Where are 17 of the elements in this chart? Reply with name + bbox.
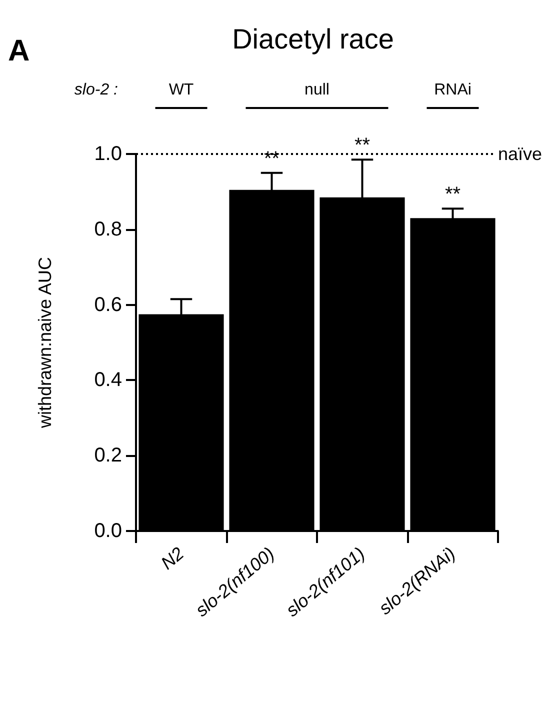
y-tick-label: 1.0 bbox=[94, 143, 122, 165]
y-tick-label: 0.2 bbox=[94, 444, 122, 467]
x-tick-label: N2 bbox=[157, 543, 188, 574]
ref-line-label: naïve bbox=[498, 144, 542, 164]
annotation: ** bbox=[444, 184, 461, 206]
text: A bbox=[8, 34, 30, 68]
y-tick-label: 0.8 bbox=[94, 218, 122, 240]
text: RNAi bbox=[434, 82, 472, 98]
y-axis-title: withdrawn:naive AUC bbox=[35, 256, 55, 430]
y-tick-label: 0.4 bbox=[94, 369, 122, 392]
text: slo-2 : bbox=[74, 82, 118, 98]
annotation: ** bbox=[354, 134, 370, 157]
y-tick-label: 0.6 bbox=[94, 294, 122, 316]
chart-title: Diacetyl race bbox=[232, 24, 394, 54]
text: null bbox=[304, 82, 330, 98]
text: WT bbox=[168, 82, 194, 98]
y-tick-label: 0.0 bbox=[94, 520, 122, 542]
